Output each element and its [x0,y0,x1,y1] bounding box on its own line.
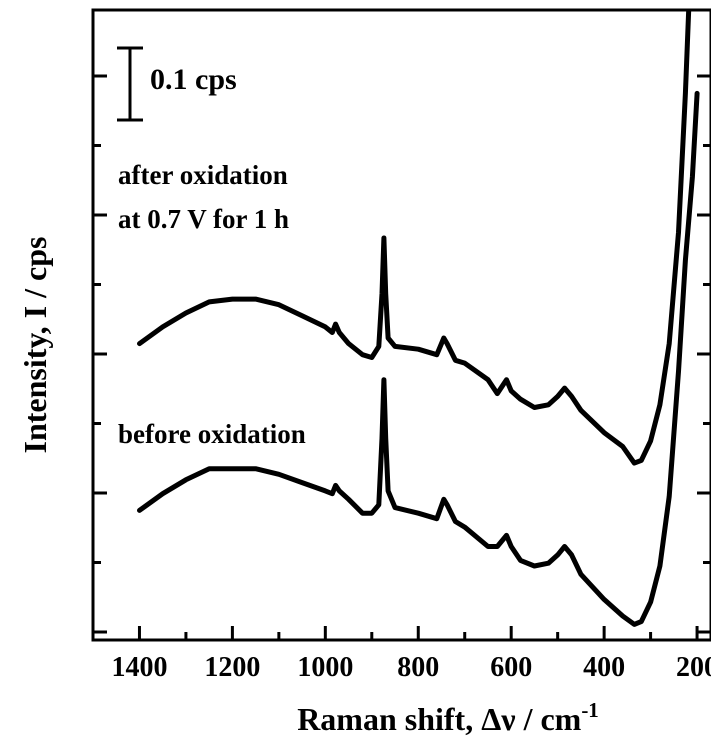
x-axis-ticks: 1400 1200 1000 800 600 400 200 [91,626,711,683]
x-tick-label: 200 [676,652,711,683]
series-before-oxidation [137,90,700,627]
series-lines [137,10,700,627]
x-tick-label: 400 [583,652,625,683]
y-axis-title: Intensity, I / cps [17,237,53,454]
scale-bar-label: 0.1 cps [150,63,237,96]
y-axis-ticks [93,74,711,634]
x-axis-title: Raman shift, Δν / cm-1 [297,698,599,737]
plot-area [91,8,711,642]
series-after-oxidation [137,10,692,466]
annotation-after-line2: at 0.7 V for 1 h [118,204,289,234]
x-tick-label: 1000 [297,652,353,683]
scale-bar: 0.1 cps [117,46,237,122]
plot-frame [91,8,711,642]
x-tick-label: 1200 [204,652,260,683]
x-tick-label: 600 [490,652,532,683]
annotation-after-line1: after oxidation [118,160,288,190]
annotation-before: before oxidation [118,419,306,449]
x-tick-label: 800 [397,652,439,683]
x-tick-label: 1400 [111,652,167,683]
